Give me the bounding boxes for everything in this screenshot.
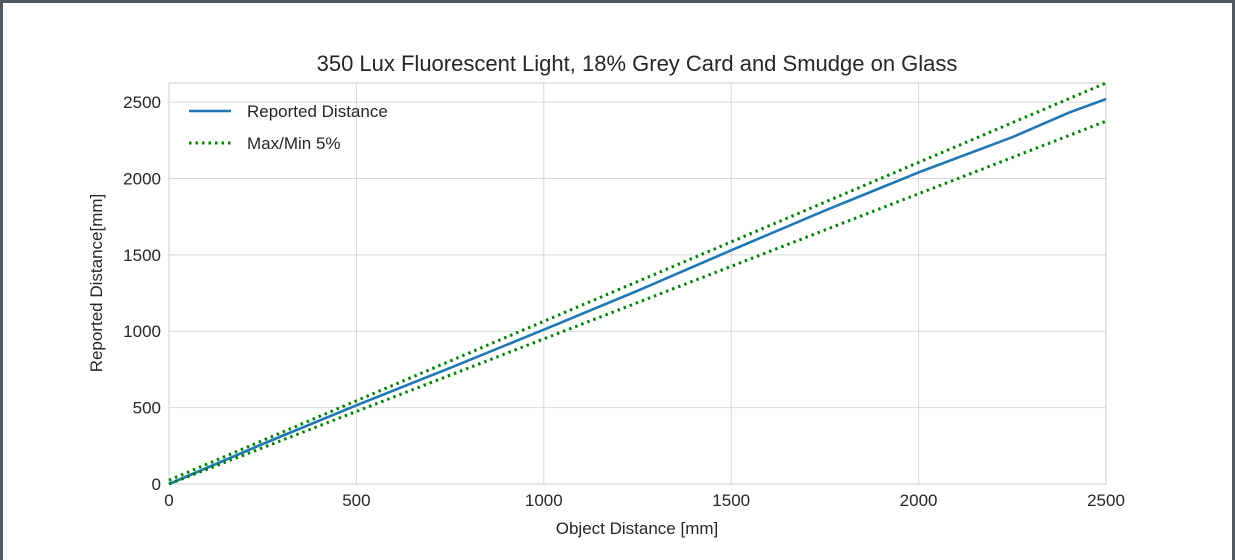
x-ticks: 0 500 1000 1500 2000 2500 bbox=[164, 491, 1125, 510]
legend-label: Max/Min 5% bbox=[247, 134, 341, 153]
x-axis-label: Object Distance [mm] bbox=[556, 519, 719, 538]
series-lines bbox=[168, 81, 1107, 486]
x-tick-label: 1000 bbox=[525, 491, 563, 510]
y-tick-label: 0 bbox=[152, 475, 161, 494]
legend-label: Reported Distance bbox=[247, 102, 388, 121]
series-line-2 bbox=[168, 119, 1107, 486]
y-tick-label: 500 bbox=[133, 399, 161, 418]
chart: 350 Lux Fluorescent Light, 18% Grey Card… bbox=[87, 51, 1125, 538]
x-tick-label: 1500 bbox=[712, 491, 750, 510]
legend: Reported Distance Max/Min 5% bbox=[189, 102, 388, 153]
y-tick-label: 2000 bbox=[123, 169, 161, 188]
y-tick-label: 1500 bbox=[123, 246, 161, 265]
series-line-1 bbox=[168, 81, 1107, 482]
x-tick-label: 0 bbox=[164, 491, 173, 510]
x-tick-label: 500 bbox=[342, 491, 370, 510]
y-ticks: 0 500 1000 1500 2000 2500 bbox=[123, 93, 161, 494]
series-line-0 bbox=[168, 97, 1107, 486]
y-tick-label: 1000 bbox=[123, 322, 161, 341]
y-tick-label: 2500 bbox=[123, 93, 161, 112]
y-axis-label: Reported Distance[mm] bbox=[87, 194, 106, 373]
x-tick-label: 2500 bbox=[1087, 491, 1125, 510]
chart-title: 350 Lux Fluorescent Light, 18% Grey Card… bbox=[317, 51, 958, 76]
plot-area bbox=[168, 82, 1107, 485]
x-tick-label: 2000 bbox=[900, 491, 938, 510]
